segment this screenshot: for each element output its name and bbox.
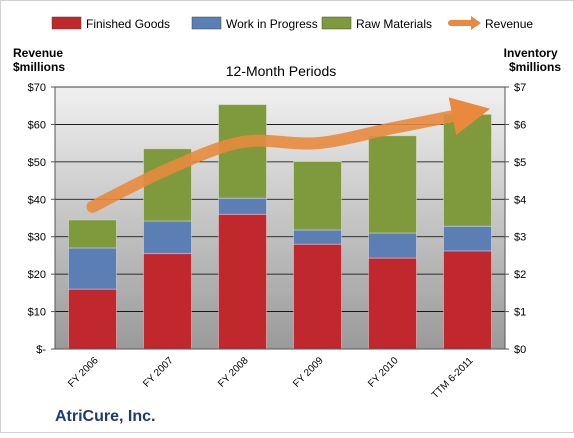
bar-finished-goods xyxy=(143,253,192,350)
bar-finished-goods xyxy=(218,213,267,350)
bar-finished-goods xyxy=(368,257,417,350)
revenue-series xyxy=(86,97,491,213)
plot-area xyxy=(55,87,505,349)
y-tick-label-right: $4 xyxy=(514,194,526,206)
company-name: AtriCure, Inc. xyxy=(55,408,155,425)
y-tick-label-left: $- xyxy=(36,344,46,356)
left-axis: $- $10 $20 $30 $40 $50 $60 $70 xyxy=(28,82,505,356)
right-axis: $0 $1 $2 $3 $4 $5 $6 $7 xyxy=(504,82,526,356)
legend-label-revenue: Revenue xyxy=(485,17,533,31)
bar-raw-materials xyxy=(443,113,492,227)
bar-work-in-progress xyxy=(68,247,117,290)
y-tick-label-right: $3 xyxy=(514,232,526,244)
bar-work-in-progress xyxy=(218,197,267,215)
legend: Finished Goods Work in Progress Raw Materi… xyxy=(51,16,533,31)
bar-work-in-progress xyxy=(293,229,342,245)
y-tick-label-left: $10 xyxy=(28,307,46,319)
y-tick-label-left: $70 xyxy=(28,82,46,94)
y-tick-label-left: $20 xyxy=(28,269,46,281)
bar-work-in-progress xyxy=(443,225,492,252)
legend-swatch-finished-goods xyxy=(51,16,82,30)
legend-swatch-raw-materials xyxy=(321,16,352,30)
right-axis-title: Inventory $millions xyxy=(504,46,562,74)
bar-raw-materials xyxy=(368,135,417,234)
y-tick-label-right: $5 xyxy=(514,157,526,169)
y-tick-label-left: $60 xyxy=(28,119,46,131)
bar-finished-goods xyxy=(68,288,117,350)
y-tick-label-left: $50 xyxy=(28,157,46,169)
bar-work-in-progress xyxy=(143,220,192,255)
legend-label-finished-goods: Finished Goods xyxy=(86,17,170,31)
revenue-line xyxy=(86,97,491,213)
legend-label-raw-materials: Raw Materials xyxy=(356,17,432,31)
chart-title: 12-Month Periods xyxy=(226,63,337,79)
bar-raw-materials xyxy=(293,160,342,231)
bar-raw-materials xyxy=(68,219,117,249)
y-tick-label-right: $6 xyxy=(514,119,526,131)
y-tick-label-left: $30 xyxy=(28,232,46,244)
bar-finished-goods xyxy=(443,250,492,350)
legend-swatch-work-in-progress xyxy=(191,16,222,30)
y-tick-label-right: $1 xyxy=(514,307,526,319)
legend-arrow-icon xyxy=(471,16,481,30)
bar-finished-goods xyxy=(293,243,342,350)
legend-label-work-in-progress: Work in Progress xyxy=(226,17,318,31)
left-axis-title: Revenue $millions xyxy=(13,46,66,74)
y-tick-label-right: $0 xyxy=(514,344,526,356)
y-tick-label-right: $7 xyxy=(514,82,526,94)
y-tick-label-right: $2 xyxy=(514,269,526,281)
bar-work-in-progress xyxy=(368,232,417,259)
y-tick-label-left: $40 xyxy=(28,194,46,206)
